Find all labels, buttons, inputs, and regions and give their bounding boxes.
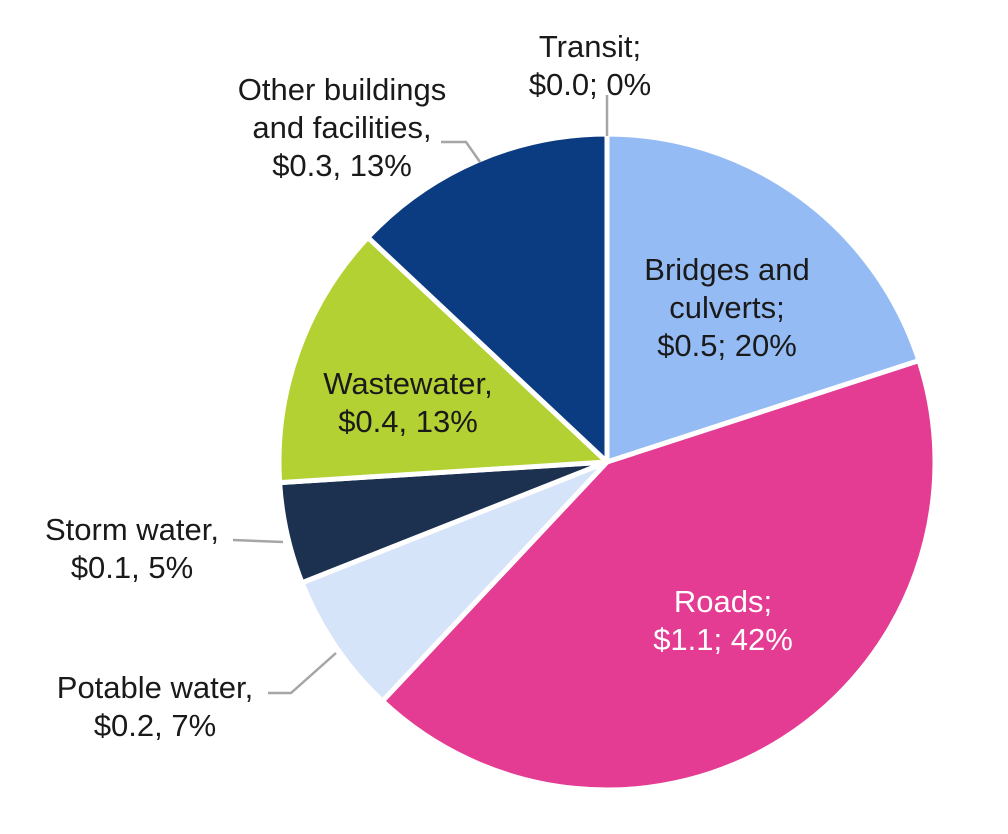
slice-bridges-and-culverts [604,131,922,465]
slice-label-line: Other buildings [238,72,447,107]
slice-label-line: $0.5; 20% [657,328,797,363]
pie-slices [276,131,938,793]
slice-label-roads: Roads; $1.1; 42% [653,584,793,657]
slice-label-wastewater: Wastewater, $0.4, 13% [323,366,492,439]
slice-label-line: $0.3, 13% [272,148,412,183]
slice-other-buildings-and-facilities [365,131,610,465]
slice-labels: Transit; $0.0; 0% Bridges and culverts; $0.5… [45,29,810,743]
leader-lines [232,95,609,695]
slice-label-line: Storm water, [45,512,219,547]
slice-potable-water [299,459,610,704]
slice-label-transit: Transit; $0.0; 0% [529,29,651,102]
slice-label-line: Potable water, [57,670,253,705]
slice-label-other-buildings-and-facilities: Other buildings and facilities, $0.3, 13% [238,72,447,183]
slice-roads [379,358,938,793]
slice-label-line: Roads; [674,584,772,619]
slice-label-line: Transit; [539,29,641,64]
leader-line-storm-water [232,538,284,544]
slice-label-line: $0.4, 13% [338,404,478,439]
slice-label-line: Wastewater, [323,366,492,401]
slice-label-storm-water: Storm water, $0.1, 5% [45,512,219,585]
leader-line-other-buildings-and-facilities [441,140,482,163]
slice-label-line: and facilities, [252,110,431,145]
slice-label-line: Bridges and [644,252,809,287]
slice-label-line: $1.1; 42% [653,622,793,657]
slice-label-bridges-and-culverts: Bridges and culverts; $0.5; 20% [644,252,809,363]
slice-label-line: $0.2, 7% [94,708,216,743]
slice-label-potable-water: Potable water, $0.2, 7% [57,670,253,743]
slice-label-line: $0.1, 5% [71,550,193,585]
slice-wastewater [276,234,610,486]
leader-line-potable-water [268,652,337,695]
slice-label-line: culverts; [669,290,784,325]
slice-label-line: $0.0; 0% [529,67,651,102]
